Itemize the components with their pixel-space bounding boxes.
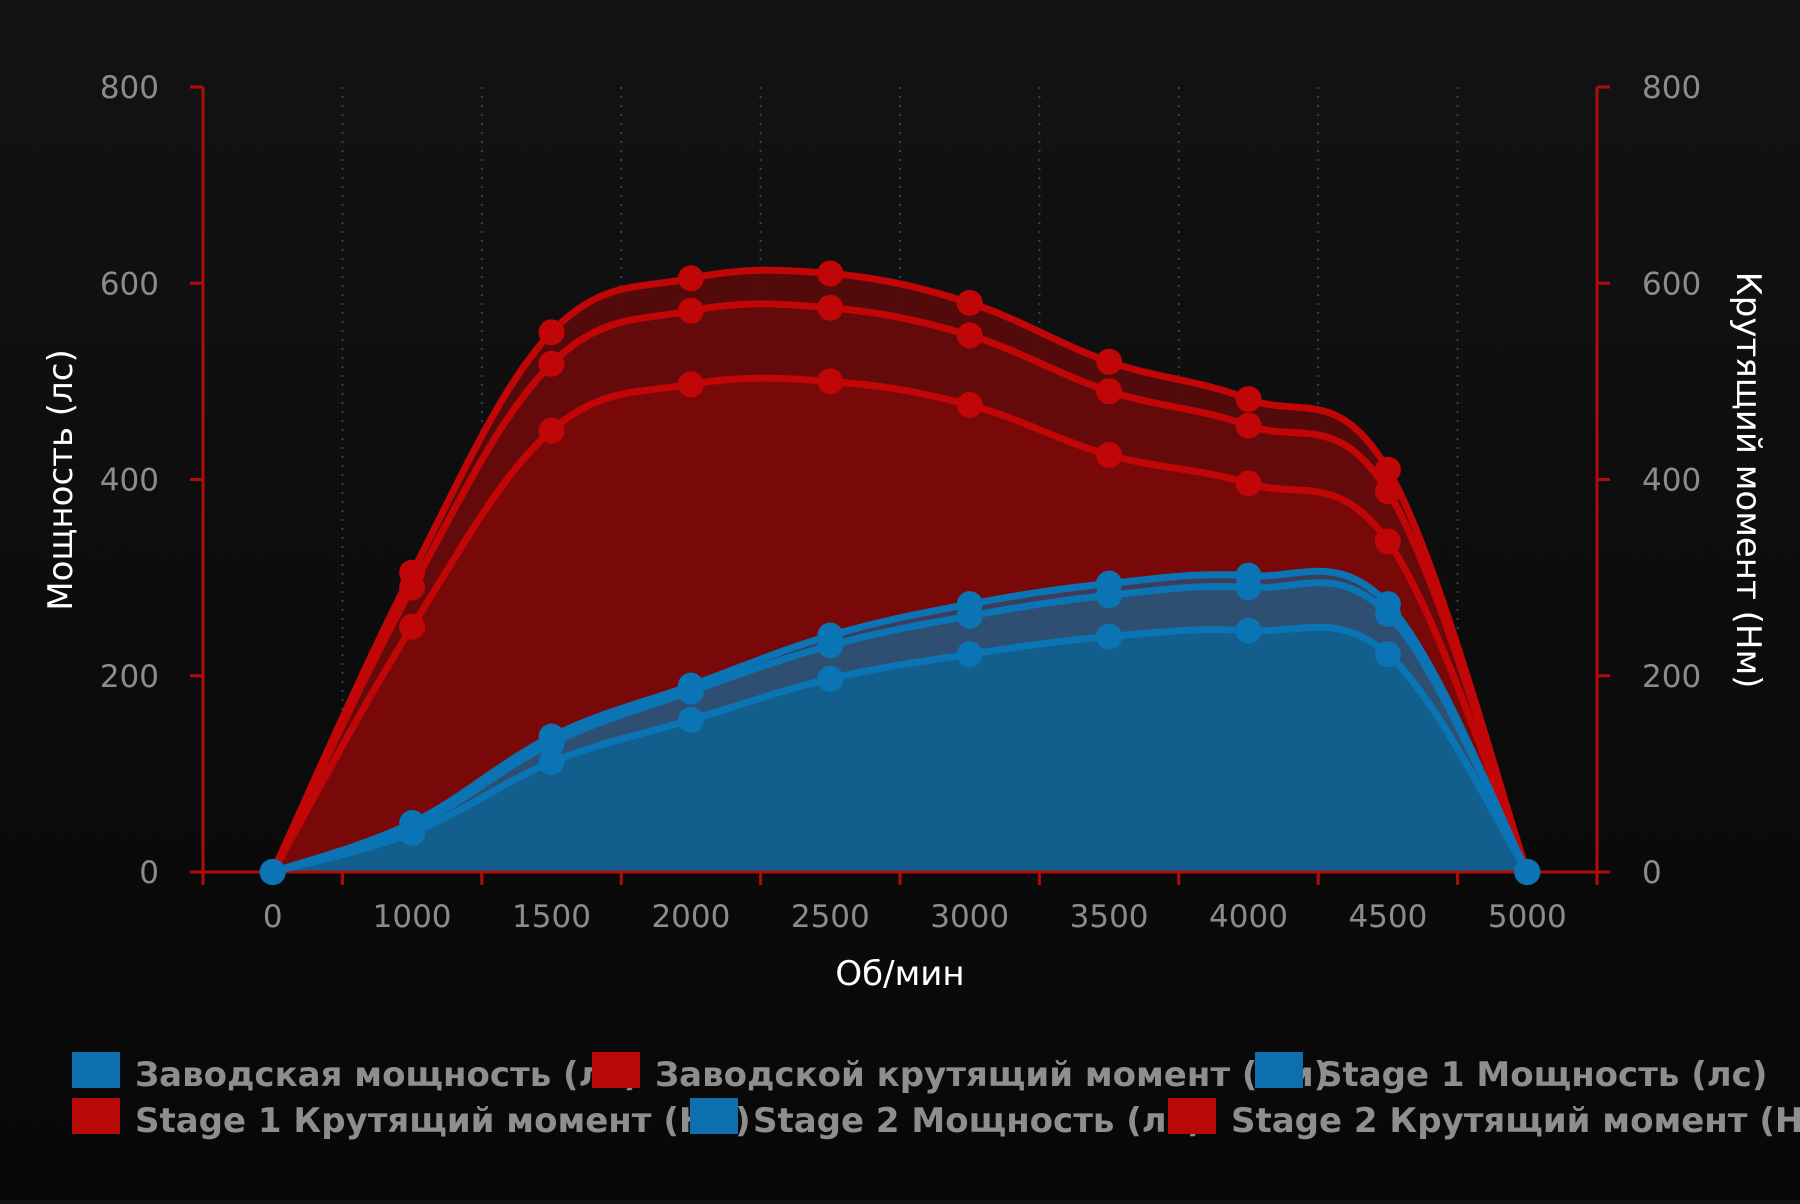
y-tick-label-left: 600 (100, 266, 159, 302)
power-data-point (1235, 562, 1262, 589)
y-axis-left-title: Мощность (лс) (41, 349, 81, 611)
torque-data-point (677, 297, 704, 324)
legend-label-stage2-power: Stage 2 Мощность (лс) (753, 1101, 1202, 1141)
torque-data-point (538, 319, 565, 346)
x-tick-label: 1500 (512, 899, 591, 935)
x-tick-label: 2000 (651, 899, 730, 935)
torque-data-point (399, 559, 426, 586)
legend-label-stock-torque: Заводской крутящий момент (Нм) (655, 1055, 1329, 1095)
torque-data-point (1096, 441, 1123, 468)
power-data-point (677, 672, 704, 699)
torque-data-point (1235, 412, 1262, 439)
power-series-line (269, 567, 1531, 876)
torque-data-point (399, 613, 426, 640)
torque-data-point (538, 417, 565, 444)
legend-swatch-stock-torque (592, 1052, 640, 1088)
power-data-point (817, 622, 844, 649)
y-tick-label-right: 200 (1642, 659, 1701, 695)
y-tick-label-left: 400 (100, 463, 159, 499)
torque-data-point (677, 371, 704, 398)
torque-data-point (1374, 456, 1401, 483)
legend-swatch-stock-power (72, 1052, 120, 1088)
y-tick-label-left: 800 (100, 70, 159, 106)
torque-data-point (1374, 478, 1401, 505)
y-tick-label-left: 0 (139, 855, 159, 891)
torque-data-point (677, 265, 704, 292)
power-data-point (956, 591, 983, 618)
legend: Заводская мощность (лс) Заводской крутящ… (72, 1052, 1800, 1141)
torque-data-point (817, 294, 844, 321)
power-data-point (399, 809, 426, 836)
legend-label-stage2-torque: Stage 2 Крутящий момент (Нм) (1231, 1101, 1800, 1141)
torque-data-point (817, 260, 844, 287)
torque-data-point (1096, 348, 1123, 375)
legend-swatch-stage1-power (1255, 1052, 1303, 1088)
series-line-layer (269, 266, 1531, 876)
torque-series-line (269, 300, 1531, 876)
y-tick-label-right: 0 (1642, 855, 1662, 891)
power-data-point (1374, 641, 1401, 668)
power-data-point (956, 641, 983, 668)
torque-data-point (956, 391, 983, 418)
power-data-point (817, 665, 844, 692)
power-data-point (538, 723, 565, 750)
x-tick-label: 4000 (1209, 899, 1288, 935)
power-series-line (269, 579, 1531, 876)
legend-label-stage1-power: Stage 1 Мощность (лс) (1318, 1055, 1767, 1095)
torque-data-point (956, 289, 983, 316)
x-tick-label: 4500 (1348, 899, 1427, 935)
label-layer: Об/мин Мощность (лс) Крутящий момент (Нм… (41, 272, 1768, 994)
torque-data-point (1096, 378, 1123, 405)
series-point-layer (259, 260, 1541, 885)
x-tick-label: 1000 (373, 899, 452, 935)
x-axis-title: Об/мин (835, 954, 964, 994)
y-tick-label-right: 400 (1642, 463, 1701, 499)
power-data-point (1374, 591, 1401, 618)
power-series-line (269, 623, 1531, 876)
power-area-fill (272, 627, 1528, 872)
x-tick-label: 5000 (1488, 899, 1567, 935)
legend-label-stage1-torque: Stage 1 Крутящий момент (Нм) (135, 1101, 751, 1141)
torque-data-point (538, 350, 565, 377)
power-data-point (259, 859, 286, 885)
x-tick-label: 0 (263, 899, 283, 935)
torque-data-point (817, 368, 844, 395)
y-tick-label-left: 200 (100, 659, 159, 695)
torque-series-line (269, 266, 1531, 876)
legend-label-stock-power: Заводская мощность (лс) (135, 1055, 639, 1095)
legend-swatch-stage2-power (690, 1098, 738, 1134)
legend-swatch-stage2-torque (1168, 1098, 1216, 1134)
y-axis-right-title: Крутящий момент (Нм) (1728, 272, 1768, 689)
torque-data-point (1374, 528, 1401, 555)
power-data-point (1514, 859, 1541, 885)
x-tick-label: 3000 (930, 899, 1009, 935)
x-tick-label: 2500 (791, 899, 870, 935)
power-data-point (538, 749, 565, 776)
axes-layer: 0 0 200 200 400 400 600 600 800 800 0 1000 1500 2000 2… (100, 70, 1701, 935)
power-data-point (1096, 570, 1123, 597)
power-data-point (677, 706, 704, 733)
torque-series-line (269, 374, 1531, 876)
power-data-point (1235, 617, 1262, 644)
torque-data-point (956, 322, 983, 349)
torque-data-point (1235, 386, 1262, 413)
legend-swatch-stage1-torque (72, 1098, 120, 1134)
x-tick-label: 3500 (1070, 899, 1149, 935)
y-tick-label-right: 800 (1642, 70, 1701, 106)
y-tick-label-right: 600 (1642, 266, 1701, 302)
power-data-point (1096, 623, 1123, 650)
torque-data-point (1235, 470, 1262, 497)
